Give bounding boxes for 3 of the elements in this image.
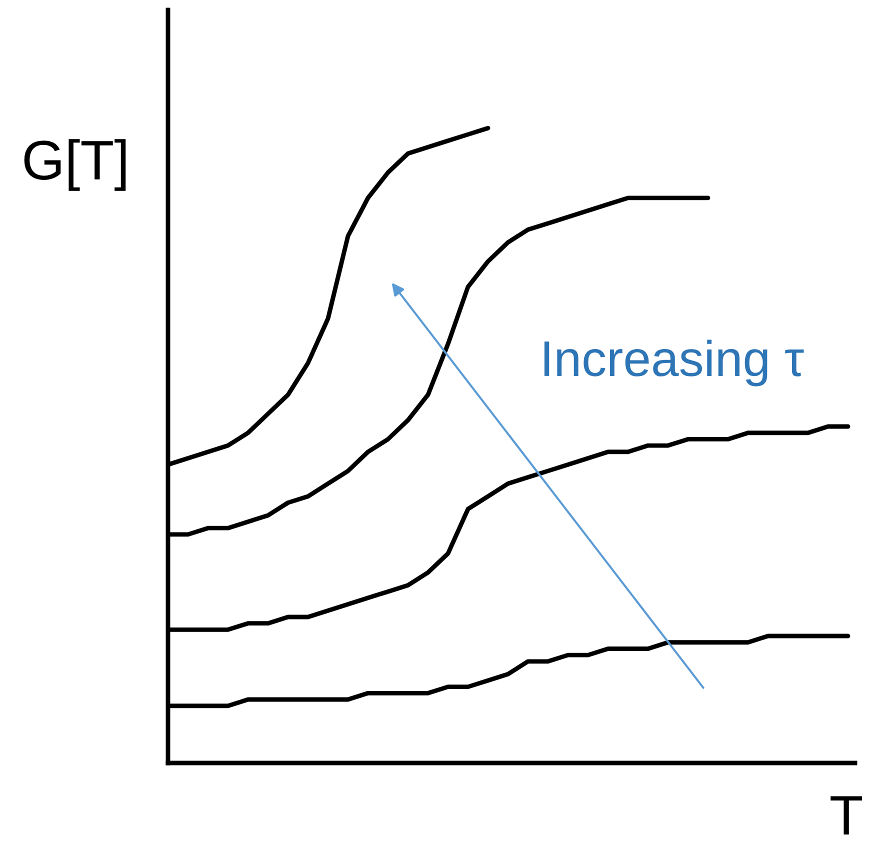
annotation: Increasing τ: [544, 340, 804, 386]
x-axis-title: T: [830, 796, 862, 834]
y-axis-title: G[T]: [24, 139, 126, 191]
